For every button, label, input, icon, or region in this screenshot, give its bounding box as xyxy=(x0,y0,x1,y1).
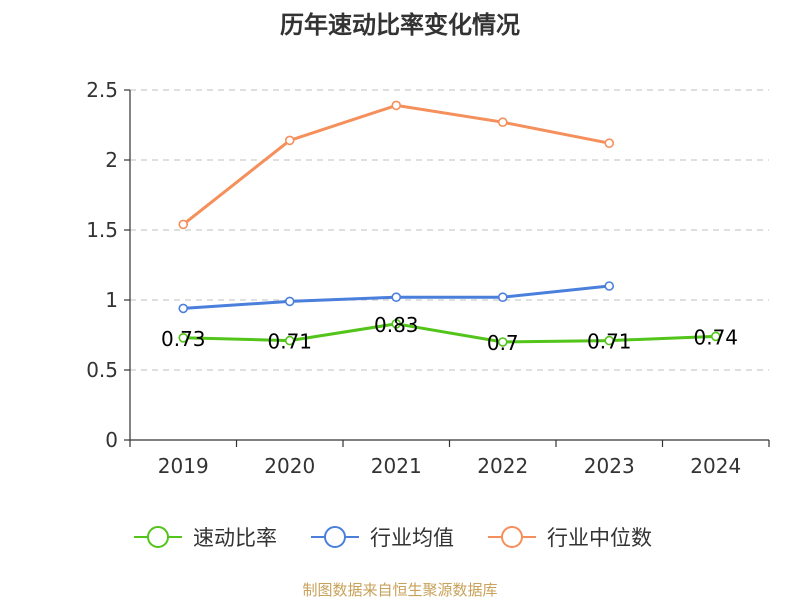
x-tick-label-2022: 2022 xyxy=(477,454,528,478)
legend-item-1[interactable]: 行业均值 xyxy=(311,526,454,550)
point-0-2020 xyxy=(284,335,295,346)
y-tick-label-3: 1.5 xyxy=(86,218,118,242)
point-0-2021 xyxy=(391,318,402,329)
data-label-2023: 0.71 xyxy=(587,330,632,354)
point-1-2023 xyxy=(604,281,615,291)
point-2-2023 xyxy=(604,138,615,148)
point-0-2023 xyxy=(604,335,615,346)
point-2-2022 xyxy=(497,117,508,127)
series-line-0 xyxy=(183,322,716,344)
legend-item-0[interactable]: 速动比率 xyxy=(134,526,277,550)
axes: 0 0.5 1 1.5 2 2.5 2019 2020 2021 2022 2023 2024 xyxy=(86,78,770,478)
x-tick-label-2020: 2020 xyxy=(264,454,315,478)
data-label-2019: 0.73 xyxy=(161,327,206,351)
legend-marker-2 xyxy=(501,526,523,548)
y-tick-label-2: 1 xyxy=(105,288,118,312)
point-0-2024 xyxy=(710,331,721,342)
y-tick-label-4: 2 xyxy=(105,148,118,172)
point-2-2020 xyxy=(284,135,295,146)
source-note: 制图数据来自恒生聚源数据库 xyxy=(302,581,497,599)
series-line-2 xyxy=(182,103,610,226)
y-tick-label-5: 2.5 xyxy=(86,78,118,102)
x-tick-label-2023: 2023 xyxy=(584,454,635,478)
point-0-2019 xyxy=(178,332,189,343)
x-tick-label-2024: 2024 xyxy=(690,454,741,478)
data-label-2021: 0.83 xyxy=(374,313,419,337)
legend-marker-0 xyxy=(147,526,169,548)
series-lines xyxy=(178,100,721,347)
data-label-2020: 0.71 xyxy=(267,330,312,354)
point-1-2020 xyxy=(284,296,295,307)
point-2-2021 xyxy=(391,100,402,111)
x-tick-label-2019: 2019 xyxy=(158,454,209,478)
data-labels: 0.73 0.71 0.83 0.7 0.71 0.74 xyxy=(161,313,738,355)
point-1-2021 xyxy=(391,292,402,303)
data-label-2022: 0.7 xyxy=(487,331,519,355)
chart-title: 历年速动比率变化情况 xyxy=(280,11,520,39)
legend[interactable]: 速动比率 行业均值 行业中位数 xyxy=(134,526,652,550)
data-label-2024: 0.74 xyxy=(693,325,738,349)
legend-label-1: 行业均值 xyxy=(370,526,454,550)
legend-marker-1 xyxy=(324,526,346,548)
x-tick-label-2021: 2021 xyxy=(371,454,422,478)
legend-label-2: 行业中位数 xyxy=(547,526,652,550)
y-tick-label-1: 0.5 xyxy=(86,358,118,382)
point-2-2019 xyxy=(178,219,189,230)
point-1-2022 xyxy=(497,292,508,303)
point-0-2022 xyxy=(497,337,508,347)
legend-label-0: 速动比率 xyxy=(193,526,277,550)
grid-lines xyxy=(130,89,769,371)
legend-item-2[interactable]: 行业中位数 xyxy=(488,526,652,550)
point-1-2019 xyxy=(178,303,189,314)
y-tick-label-0: 0 xyxy=(105,428,118,452)
